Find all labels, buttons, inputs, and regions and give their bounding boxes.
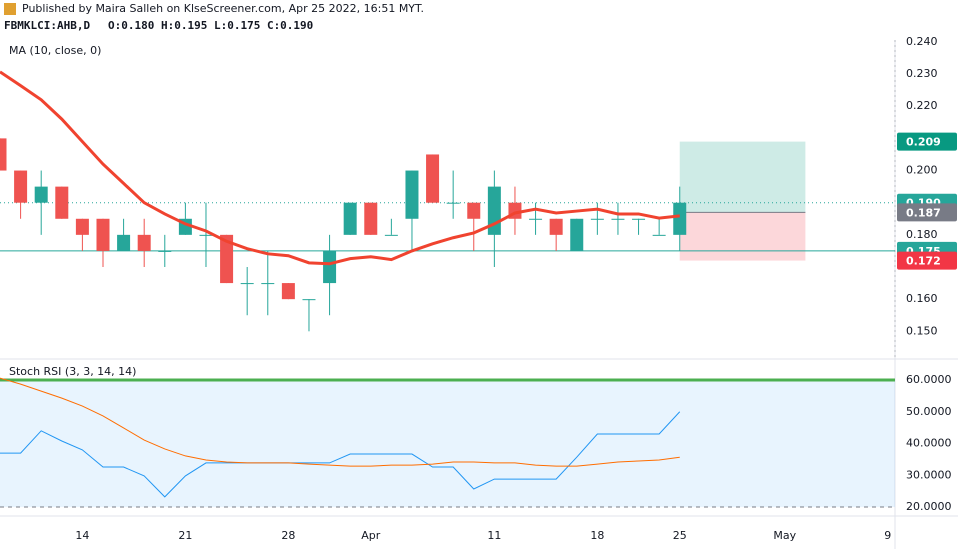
candle-body xyxy=(240,283,254,285)
candle-body xyxy=(302,299,316,301)
price-label: 0.172 xyxy=(906,255,941,268)
y-tick-label: 20.0000 xyxy=(906,500,952,513)
y-tick-label: 30.0000 xyxy=(906,468,952,481)
y-tick-label: 0.150 xyxy=(906,324,938,337)
x-tick-label: 21 xyxy=(178,529,192,542)
indicator-label: Stoch RSI (3, 3, 14, 14) xyxy=(9,365,136,378)
candle-body xyxy=(158,250,172,252)
candle-body xyxy=(549,218,563,235)
axes: 0.240 0.230 0.220 0.200 0.180 0.160 0.150 0.209… xyxy=(75,35,957,542)
candle-body xyxy=(467,202,481,219)
publisher: Published by Maira Salleh on KlseScreene… xyxy=(22,2,424,15)
candle-body xyxy=(343,202,357,235)
y-tick-label: 50.0000 xyxy=(906,405,952,418)
x-tick-label: 28 xyxy=(281,529,295,542)
y-tick-label: 0.180 xyxy=(906,228,938,241)
candle-body xyxy=(364,202,378,235)
x-tick-label: 9 xyxy=(884,529,891,542)
y-tick-label: 0.220 xyxy=(906,99,938,112)
ohlc: O:0.180 H:0.195 L:0.175 C:0.190 xyxy=(108,19,313,32)
logo-icon xyxy=(4,3,16,15)
candle-body xyxy=(0,138,7,171)
candle-body xyxy=(281,283,295,300)
candle-body xyxy=(487,186,501,235)
y-tick-label: 60.0000 xyxy=(906,373,952,386)
candle-body xyxy=(673,202,687,235)
candle-body xyxy=(137,234,151,251)
candle-body xyxy=(590,218,604,220)
candle-body xyxy=(529,218,543,220)
y-tick-label: 0.230 xyxy=(906,67,938,80)
candle-body xyxy=(632,218,646,220)
target-zone xyxy=(679,141,806,213)
candle-body xyxy=(75,218,89,235)
candle-body xyxy=(199,234,213,236)
candle-body xyxy=(652,234,666,236)
x-tick-label: Apr xyxy=(361,529,381,542)
line-series xyxy=(0,377,680,467)
candle-body xyxy=(446,202,460,204)
y-tick-label: 0.200 xyxy=(906,164,938,177)
band-fill xyxy=(0,380,895,508)
price-label-bg xyxy=(897,132,957,151)
candle-body xyxy=(14,170,28,203)
candle-body xyxy=(261,283,275,285)
x-tick-label: 18 xyxy=(590,529,604,542)
y-tick-label: 0.240 xyxy=(906,35,938,48)
price-pane xyxy=(0,70,895,332)
candle-body xyxy=(117,234,131,251)
candle-body xyxy=(55,186,69,219)
candle-body xyxy=(34,186,48,203)
x-tick-label: 11 xyxy=(487,529,501,542)
candle-body xyxy=(611,218,625,220)
candle-body xyxy=(323,250,337,284)
candle-body xyxy=(570,218,584,251)
price-label-bg xyxy=(897,251,957,270)
price-label: 0.187 xyxy=(906,206,941,219)
x-tick-label: 25 xyxy=(673,529,687,542)
x-tick-label: 14 xyxy=(75,529,89,542)
stoch-pane xyxy=(0,377,895,508)
stop-zone xyxy=(679,212,806,261)
price-label-bg xyxy=(897,203,957,222)
x-tick-label: May xyxy=(773,529,796,542)
line-series xyxy=(0,70,680,266)
candle-body xyxy=(220,234,234,284)
price-label: 0.209 xyxy=(906,136,941,149)
y-tick-label: 40.0000 xyxy=(906,437,952,450)
candle-body xyxy=(426,154,440,203)
symbol: FBMKLCI:AHB,D xyxy=(4,19,90,32)
candle-body xyxy=(405,170,419,219)
candle-body xyxy=(384,234,398,236)
indicator-label: MA (10, close, 0) xyxy=(9,44,101,57)
y-tick-label: 0.160 xyxy=(906,292,938,305)
candle-body xyxy=(96,218,110,251)
line-series xyxy=(0,411,681,498)
